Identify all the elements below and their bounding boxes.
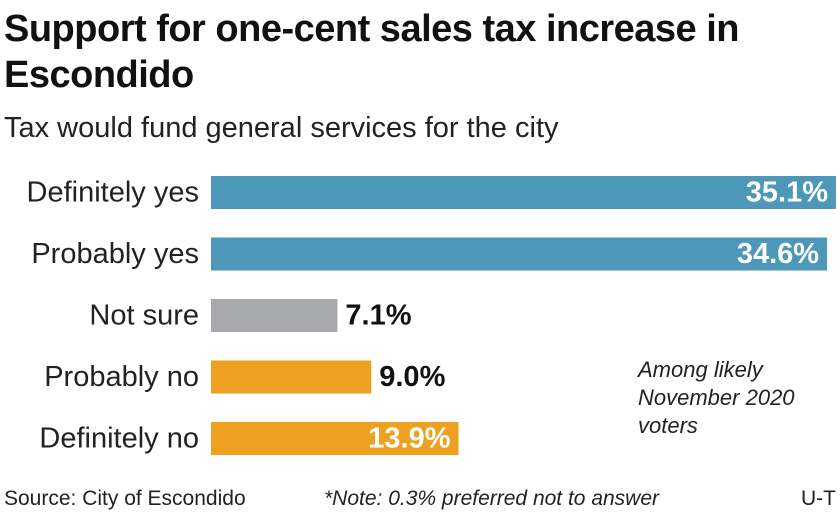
category-label: Not sure <box>89 300 199 332</box>
value-label: 35.1% <box>746 177 828 209</box>
bar-probably-no <box>211 360 372 394</box>
category-label: Definitely no <box>39 423 199 455</box>
bar-not-sure <box>211 299 338 332</box>
category-label: Definitely yes <box>27 177 199 209</box>
voter-note-line-3: voters <box>638 413 698 438</box>
category-label: Probably no <box>44 361 199 393</box>
voter-note-line-1: Among likely <box>638 357 763 382</box>
source-text: Source: City of Escondido <box>4 487 246 510</box>
voter-note-line-2: November 2020 <box>638 385 795 410</box>
category-label: Probably yes <box>31 238 199 270</box>
bar-definitely-no <box>211 422 459 455</box>
value-label: 7.1% <box>345 300 411 332</box>
chart-title: Support for one-cent sales tax increase … <box>4 8 740 96</box>
chart-subtitle: Tax would fund general services for the … <box>4 112 559 144</box>
footnote-text: *Note: 0.3% preferred not to answer <box>324 487 660 510</box>
bar-chart: Definitely yes 35.1% Probably yes 34.6% Not … <box>27 176 836 455</box>
bar-probably-yes <box>211 237 828 271</box>
value-label: 13.9% <box>368 423 450 455</box>
bar-definitely-yes <box>211 176 836 209</box>
value-label: 9.0% <box>379 361 445 393</box>
value-label: 34.6% <box>737 238 819 270</box>
credit-text: U-T <box>801 487 836 510</box>
voter-note: Among likely November 2020 voters <box>638 356 795 440</box>
